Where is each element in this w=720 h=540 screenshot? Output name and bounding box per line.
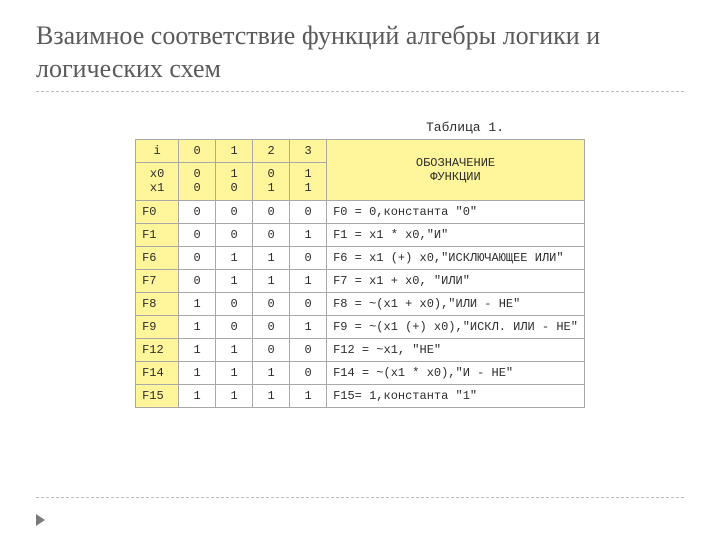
- header-x0: x0: [142, 167, 172, 181]
- func-name-cell: F14: [136, 361, 179, 384]
- description-cell: F8 = ~(x1 + x0),"ИЛИ - НЕ": [327, 292, 585, 315]
- value-cell: 0: [179, 223, 216, 246]
- value-cell: 0: [216, 223, 253, 246]
- table-head: i 0 1 2 3 ОБОЗНАЧЕНИЕФУНКЦИИ x0 x1 0: [136, 140, 585, 201]
- value-cell: 0: [253, 223, 290, 246]
- func-name-cell: F1: [136, 223, 179, 246]
- value-cell: 1: [290, 223, 327, 246]
- value-cell: 0: [179, 269, 216, 292]
- value-cell: 0: [179, 246, 216, 269]
- value-cell: 1: [179, 315, 216, 338]
- table-row: F141110F14 = ~(x1 * x0),"И - НЕ": [136, 361, 585, 384]
- value-cell: 0: [290, 361, 327, 384]
- value-cell: 0: [253, 200, 290, 223]
- value-cell: 1: [216, 246, 253, 269]
- table-row: F121100F12 = ~x1, "НЕ": [136, 338, 585, 361]
- description-cell: F9 = ~(x1 (+) x0),"ИСКЛ. ИЛИ - НЕ": [327, 315, 585, 338]
- header-col-2: 2: [253, 140, 290, 163]
- description-cell: F0 = 0,константа "0": [327, 200, 585, 223]
- func-name-cell: F9: [136, 315, 179, 338]
- title-underline: [36, 91, 684, 92]
- value-cell: 1: [253, 269, 290, 292]
- value-cell: 0: [253, 315, 290, 338]
- table-row: F10001F1 = x1 * x0,"И": [136, 223, 585, 246]
- value-cell: 1: [179, 384, 216, 407]
- header-x-cell-3: 1 1: [290, 163, 327, 201]
- table-row: F70111F7 = x1 + x0, "ИЛИ": [136, 269, 585, 292]
- func-name-cell: F8: [136, 292, 179, 315]
- func-name-cell: F6: [136, 246, 179, 269]
- value-cell: 1: [216, 269, 253, 292]
- table-body: F00000F0 = 0,константа "0"F10001F1 = x1 …: [136, 200, 585, 407]
- description-cell: F12 = ~x1, "НЕ": [327, 338, 585, 361]
- table-row: F81000F8 = ~(x1 + x0),"ИЛИ - НЕ": [136, 292, 585, 315]
- value-cell: 1: [290, 269, 327, 292]
- value-cell: 0: [290, 338, 327, 361]
- slide: Взаимное соответствие функций алгебры ло…: [0, 0, 720, 540]
- func-name-cell: F15: [136, 384, 179, 407]
- header-col-1: 1: [216, 140, 253, 163]
- value-cell: 1: [216, 384, 253, 407]
- value-cell: 0: [216, 292, 253, 315]
- value-cell: 1: [179, 361, 216, 384]
- value-cell: 0: [290, 292, 327, 315]
- value-cell: 0: [216, 315, 253, 338]
- table-container: i 0 1 2 3 ОБОЗНАЧЕНИЕФУНКЦИИ x0 x1 0: [36, 139, 684, 408]
- description-cell: F15= 1,константа "1": [327, 384, 585, 407]
- header-col-0: 0: [179, 140, 216, 163]
- footer-divider: [36, 497, 684, 498]
- header-x-cell-0: 0 0: [179, 163, 216, 201]
- table-row: F60110F6 = x1 (+) x0,"ИСКЛЮЧАЮЩЕЕ ИЛИ": [136, 246, 585, 269]
- header-x-label: x0 x1: [136, 163, 179, 201]
- value-cell: 1: [253, 384, 290, 407]
- value-cell: 1: [179, 292, 216, 315]
- description-cell: F1 = x1 * x0,"И": [327, 223, 585, 246]
- value-cell: 1: [253, 361, 290, 384]
- table-caption: Таблица 1.: [36, 120, 504, 135]
- func-name-cell: F0: [136, 200, 179, 223]
- value-cell: 1: [216, 338, 253, 361]
- table-row: F151111F15= 1,константа "1": [136, 384, 585, 407]
- header-designation-text: ОБОЗНАЧЕНИЕФУНКЦИИ: [333, 156, 578, 185]
- page-title: Взаимное соответствие функций алгебры ло…: [36, 20, 684, 85]
- header-x1: x1: [142, 181, 172, 195]
- description-cell: F6 = x1 (+) x0,"ИСКЛЮЧАЮЩЕЕ ИЛИ": [327, 246, 585, 269]
- value-cell: 0: [290, 246, 327, 269]
- value-cell: 1: [290, 384, 327, 407]
- value-cell: 0: [216, 200, 253, 223]
- description-cell: F14 = ~(x1 * x0),"И - НЕ": [327, 361, 585, 384]
- value-cell: 0: [290, 200, 327, 223]
- header-x-cell-1: 1 0: [216, 163, 253, 201]
- func-name-cell: F12: [136, 338, 179, 361]
- func-name-cell: F7: [136, 269, 179, 292]
- table-row: F00000F0 = 0,константа "0": [136, 200, 585, 223]
- slide-arrow-icon: [36, 514, 45, 526]
- logic-functions-table: i 0 1 2 3 ОБОЗНАЧЕНИЕФУНКЦИИ x0 x1 0: [135, 139, 585, 408]
- description-cell: F7 = x1 + x0, "ИЛИ": [327, 269, 585, 292]
- header-row-1: i 0 1 2 3 ОБОЗНАЧЕНИЕФУНКЦИИ: [136, 140, 585, 163]
- table-row: F91001F9 = ~(x1 (+) x0),"ИСКЛ. ИЛИ - НЕ": [136, 315, 585, 338]
- value-cell: 0: [253, 292, 290, 315]
- value-cell: 1: [253, 246, 290, 269]
- header-x-cell-2: 0 1: [253, 163, 290, 201]
- header-i: i: [136, 140, 179, 163]
- value-cell: 1: [216, 361, 253, 384]
- value-cell: 1: [179, 338, 216, 361]
- value-cell: 1: [290, 315, 327, 338]
- value-cell: 0: [179, 200, 216, 223]
- value-cell: 0: [253, 338, 290, 361]
- header-col-3: 3: [290, 140, 327, 163]
- header-designation: ОБОЗНАЧЕНИЕФУНКЦИИ: [327, 140, 585, 201]
